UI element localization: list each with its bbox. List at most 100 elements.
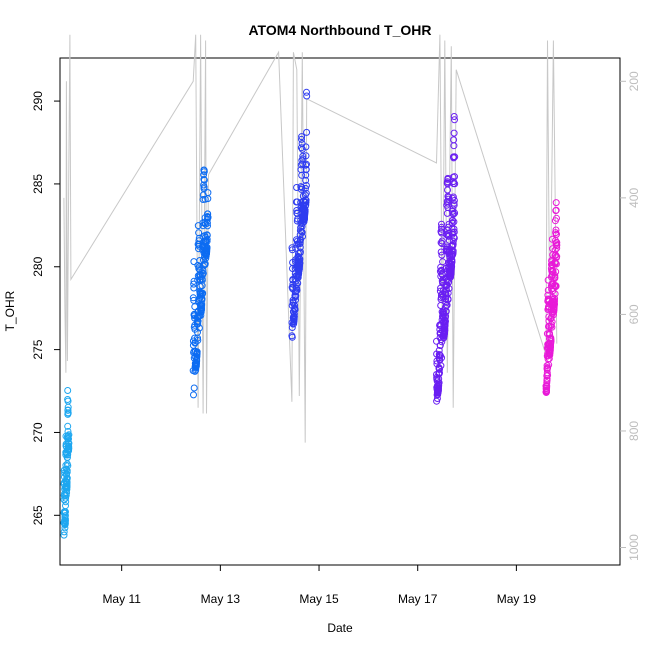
data-point: [302, 184, 309, 192]
data-point: [551, 295, 559, 302]
data-point: [194, 320, 202, 328]
data-point: [64, 432, 72, 440]
data-point: [445, 193, 453, 201]
data-point: [438, 240, 446, 248]
data-point: [199, 269, 207, 277]
data-point: [552, 206, 560, 214]
data-point: [64, 406, 72, 414]
data-point: [200, 168, 208, 176]
data-point: [445, 285, 453, 292]
pressure-line: [63, 34, 558, 443]
data-point: [544, 371, 552, 379]
data-point: [552, 268, 560, 276]
data-point: [553, 253, 561, 261]
data-point: [302, 182, 310, 189]
data-point: [438, 251, 446, 259]
y-right-tick-label: 800: [627, 421, 641, 441]
data-point: [194, 317, 202, 325]
data-point: [553, 241, 561, 249]
data-point: [546, 331, 554, 339]
data-point: [193, 353, 201, 361]
chart-title: ATOM4 Northbound T_OHR: [248, 22, 431, 38]
data-point: [292, 296, 299, 304]
data-point: [451, 153, 459, 161]
data-point: [64, 403, 72, 411]
data-point: [291, 306, 299, 314]
data-point: [450, 197, 458, 204]
data-point: [435, 369, 443, 376]
data-point: [204, 189, 212, 197]
data-point: [63, 482, 71, 490]
data-point: [303, 88, 310, 96]
data-point: [552, 226, 560, 234]
data-point: [551, 290, 559, 298]
data-point: [302, 198, 310, 206]
data-point: [552, 199, 560, 207]
data-point: [302, 201, 310, 209]
data-point: [437, 362, 445, 370]
data-point: [551, 297, 558, 305]
data-point: [194, 336, 202, 344]
data-point: [450, 210, 458, 218]
data-point: [198, 304, 205, 312]
data-point: [65, 443, 73, 451]
data-point: [193, 348, 201, 356]
y-axis-left: 265 270 275 280 285 290: [31, 91, 60, 525]
data-point: [299, 233, 306, 240]
data-point: [553, 214, 560, 222]
data-point: [548, 318, 556, 326]
data-point: [302, 152, 310, 160]
data-point: [190, 384, 198, 392]
y-right-tick-label: 600: [627, 304, 641, 324]
data-point: [299, 152, 307, 160]
data-point: [298, 156, 306, 164]
data-point: [444, 289, 452, 297]
data-point: [64, 462, 72, 470]
x-tick-label: May 13: [201, 592, 241, 606]
data-point: [196, 257, 204, 264]
y-tick-label: 275: [31, 339, 45, 359]
data-point: [451, 209, 459, 217]
data-point: [203, 235, 211, 243]
data-point: [450, 113, 458, 120]
data-point: [198, 276, 206, 284]
x-axis: May 11 May 13 May 15 May 17 May 19: [102, 565, 536, 606]
data-point: [436, 365, 443, 373]
data-point: [302, 161, 310, 169]
data-point: [303, 92, 311, 100]
data-point: [438, 354, 446, 362]
data-point: [451, 180, 459, 188]
data-point: [444, 174, 452, 182]
data-point: [204, 210, 212, 218]
data-point: [552, 282, 560, 290]
data-point: [302, 189, 310, 197]
data-point: [303, 160, 310, 168]
data-point: [435, 382, 443, 390]
data-point: [438, 220, 445, 228]
data-point: [438, 267, 446, 275]
data-point: [303, 128, 311, 136]
data-point: [65, 439, 73, 447]
data-point: [62, 502, 69, 510]
data-point: [288, 246, 296, 254]
data-point: [450, 201, 458, 209]
data-point: [198, 282, 206, 290]
x-tick-label: May 17: [398, 592, 438, 606]
data-point: [451, 173, 458, 181]
data-point: [302, 143, 310, 151]
data-point: [543, 379, 551, 387]
pressure-line-layer: [63, 34, 558, 443]
x-axis-label: Date: [327, 621, 353, 635]
data-point: [288, 333, 296, 341]
data-point: [551, 271, 559, 279]
data-point: [296, 248, 304, 256]
data-point: [297, 224, 305, 232]
data-point: [298, 171, 306, 179]
data-point: [449, 237, 457, 245]
data-point: [450, 234, 458, 242]
x-tick-label: May 19: [497, 592, 537, 606]
data-point: [61, 519, 69, 527]
y-tick-label: 285: [31, 174, 45, 194]
data-point: [435, 379, 443, 387]
data-point: [199, 289, 207, 297]
